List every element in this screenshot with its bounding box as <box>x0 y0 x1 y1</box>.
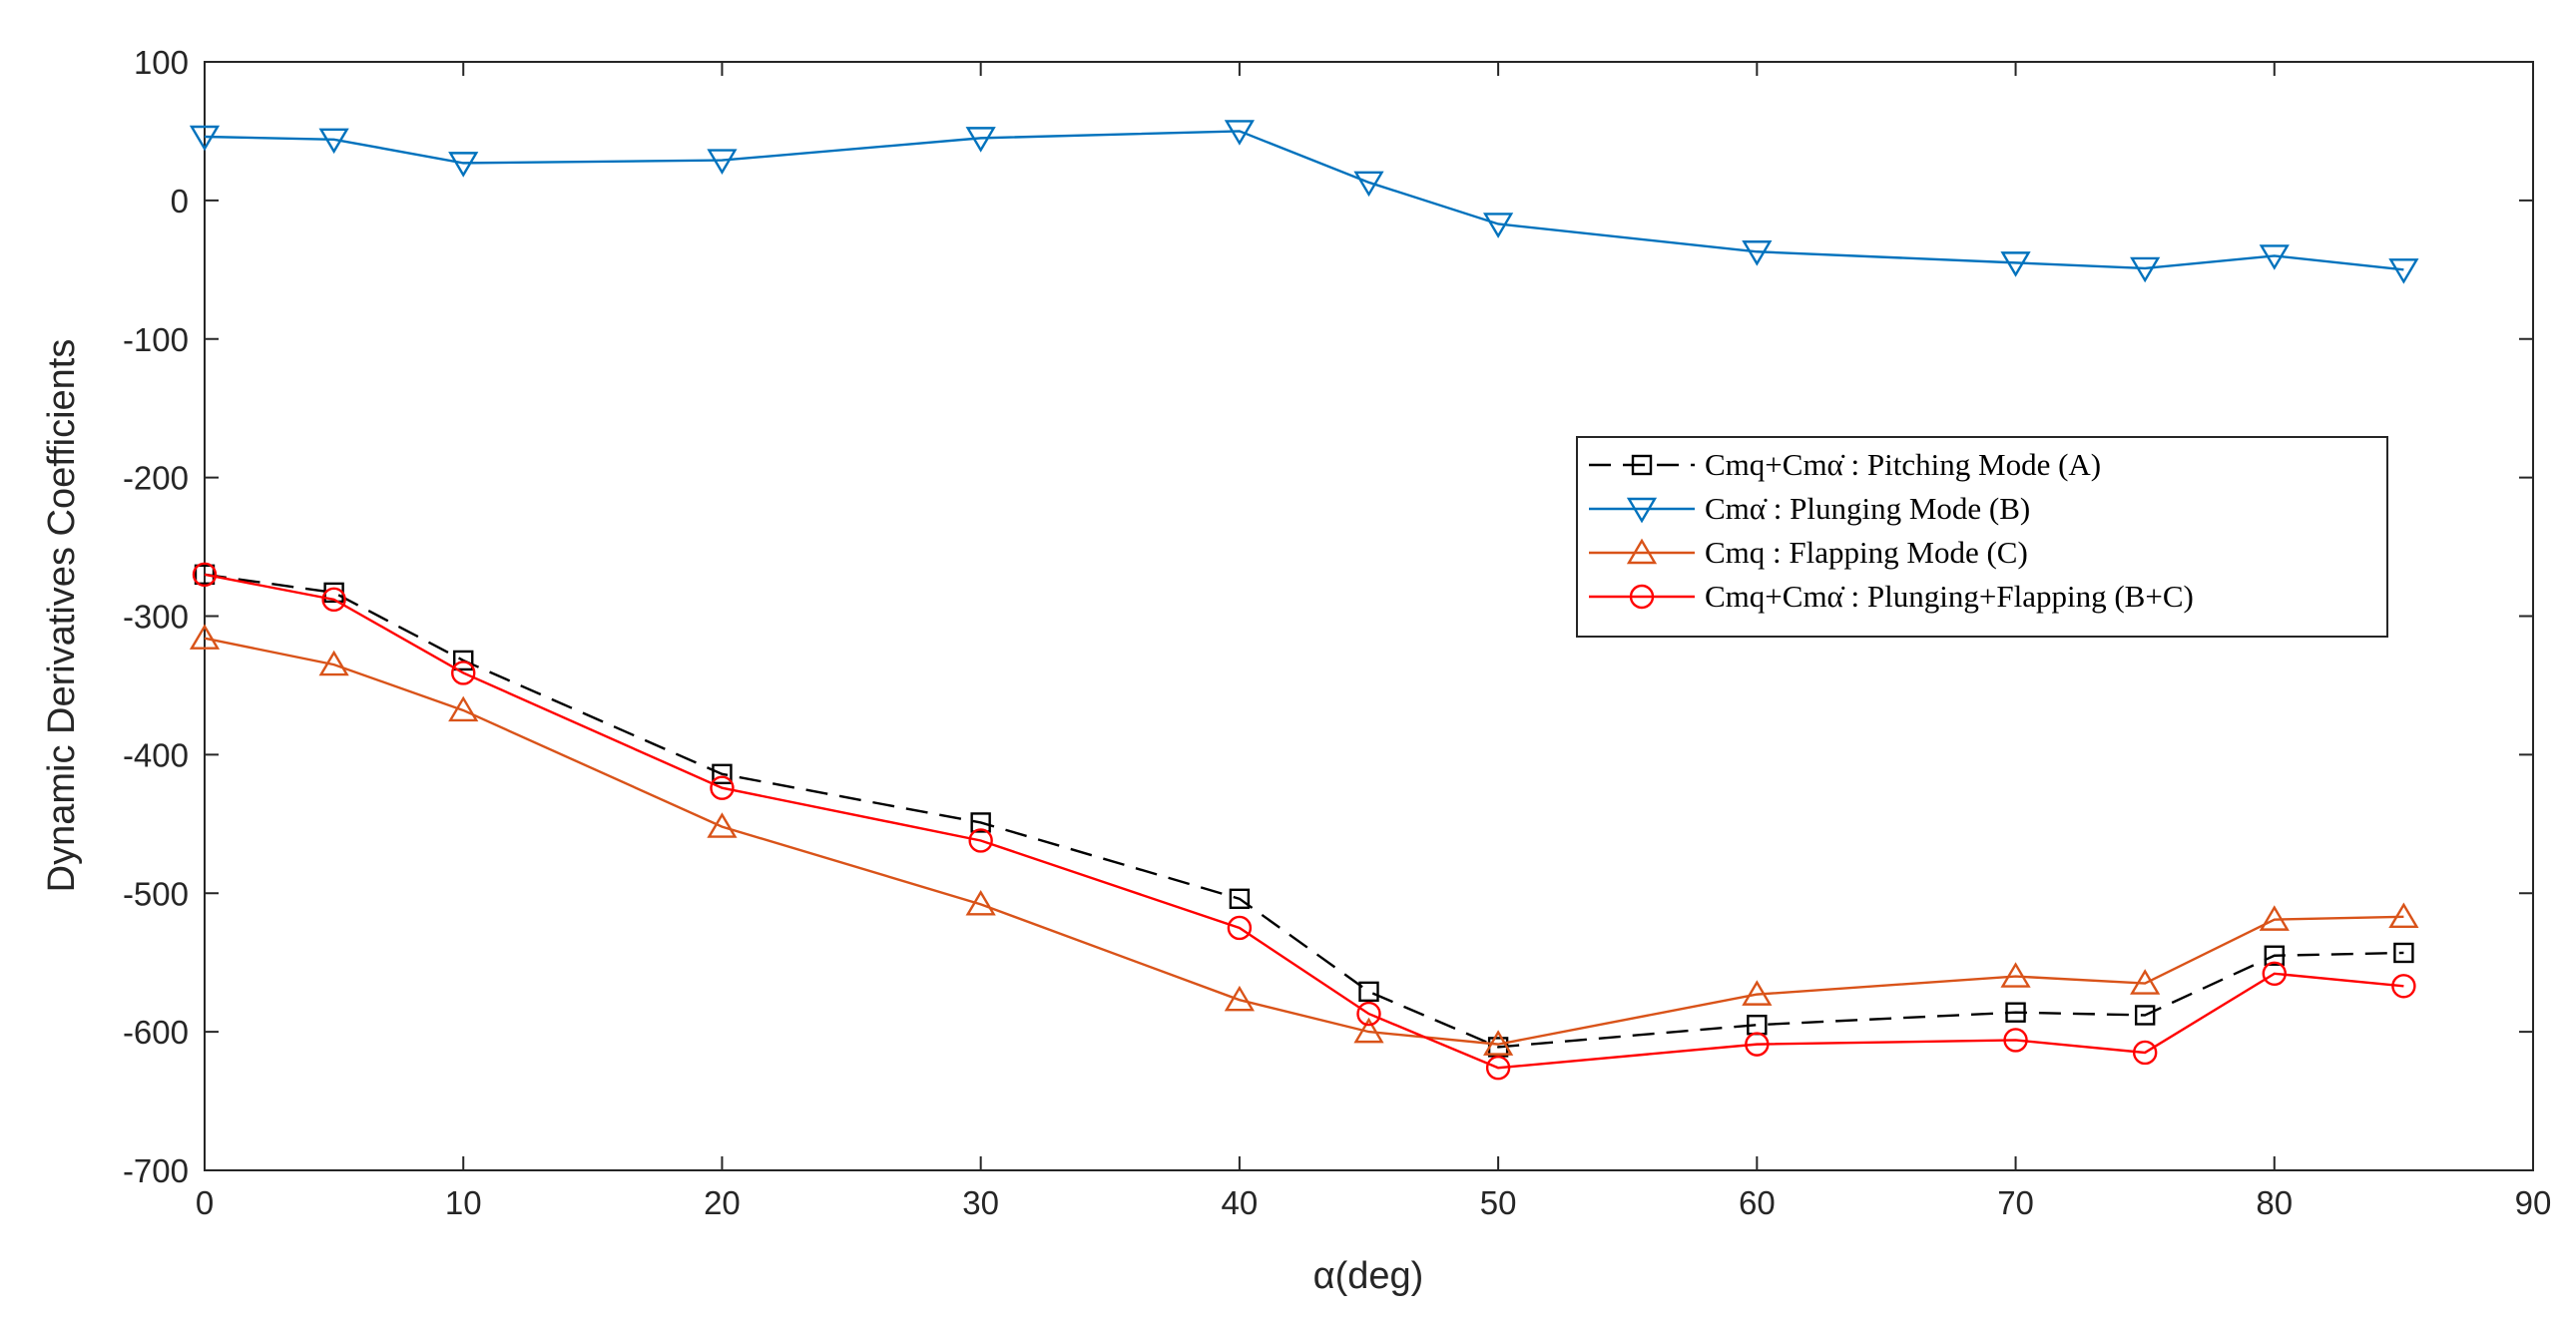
data-point <box>1353 171 1384 198</box>
data-point <box>2388 902 2419 929</box>
data-point <box>189 125 221 152</box>
data-series <box>189 120 2419 1081</box>
data-point <box>1485 1056 1511 1081</box>
data-point <box>2003 1028 2028 1053</box>
data-point <box>707 149 738 175</box>
data-point <box>1229 888 1251 910</box>
x-tick-label: 70 <box>1997 1184 2034 1221</box>
series-3 <box>189 624 2419 1056</box>
y-tick-label: 0 <box>171 183 189 220</box>
data-point <box>965 127 996 153</box>
data-point <box>1356 1001 1381 1027</box>
legend-label: Cmα̇ : Plunging Mode (B) <box>1705 491 2030 526</box>
data-point <box>2262 961 2287 986</box>
series-line <box>204 130 2404 271</box>
axis-ticks: 0 10 20 30 40 50 60 70 80 90 100 0 -100 -200 -300 -400 -… <box>123 44 2551 1221</box>
data-point <box>2264 945 2285 966</box>
legend-label: Cmq+Cmα̇ : Plunging+Flapping (B+C) <box>1705 579 2194 614</box>
data-point <box>318 650 349 676</box>
legend-marker <box>1626 497 1658 524</box>
data-point <box>1353 1017 1384 1044</box>
data-point <box>2000 251 2031 277</box>
legend-label: Cmq : Flapping Mode (C) <box>1705 535 2028 570</box>
data-point <box>453 650 474 671</box>
legend-entry: Cmq : Flapping Mode (C) <box>1589 535 2028 570</box>
data-point <box>2134 1005 2156 1026</box>
data-point <box>1745 1032 1770 1057</box>
y-tick-label: -600 <box>123 1014 189 1051</box>
data-point <box>448 152 479 178</box>
x-tick-label: 90 <box>2515 1184 2552 1221</box>
series-4 <box>192 562 2416 1081</box>
y-tick-label: -300 <box>123 599 189 636</box>
x-axis-label: α(deg) <box>1313 1255 1424 1297</box>
legend: Cmq+Cmα̇ : Pitching Mode (A) Cmα̇ : Plung… <box>1576 436 2388 638</box>
legend-entries: Cmq+Cmα̇ : Pitching Mode (A) Cmα̇ : Plung… <box>1589 447 2194 614</box>
data-point <box>1224 120 1255 146</box>
data-point <box>970 812 991 833</box>
data-point <box>189 624 221 650</box>
data-point <box>1742 240 1773 266</box>
y-tick-label: -100 <box>123 321 189 358</box>
data-point <box>2130 256 2161 283</box>
y-tick-label: -200 <box>123 460 189 497</box>
x-tick-label: 80 <box>2256 1184 2293 1221</box>
legend-entry: Cmq+Cmα̇ : Plunging+Flapping (B+C) <box>1589 579 2194 614</box>
x-tick-label: 60 <box>1739 1184 1776 1221</box>
data-point <box>968 828 993 853</box>
data-point <box>1483 1030 1514 1056</box>
legend-entry: Cmα̇ : Plunging Mode (B) <box>1589 491 2030 526</box>
data-point <box>1483 213 1514 238</box>
legend-label: Cmq+Cmα̇ : Pitching Mode (A) <box>1705 447 2101 482</box>
series-2 <box>189 120 2419 284</box>
x-tick-label: 0 <box>196 1184 214 1221</box>
series-1 <box>194 564 2414 1058</box>
series-line <box>204 637 2404 1046</box>
y-tick-label: -500 <box>123 875 189 912</box>
data-point <box>1224 985 1255 1012</box>
legend-marker <box>1631 454 1653 476</box>
data-point <box>965 890 996 916</box>
y-tick-label: 100 <box>134 44 189 81</box>
data-point <box>194 564 216 586</box>
data-point <box>2259 244 2290 270</box>
legend-marker <box>1629 584 1655 610</box>
y-tick-label: -700 <box>123 1152 189 1189</box>
data-point <box>2388 258 2419 284</box>
data-point <box>2130 969 2161 995</box>
series-line <box>204 573 2404 1049</box>
data-point <box>192 562 218 588</box>
data-point <box>1227 915 1253 941</box>
data-point <box>2005 1002 2026 1023</box>
data-point <box>712 763 733 785</box>
legend-box <box>1576 436 2388 638</box>
x-tick-label: 50 <box>1480 1184 1517 1221</box>
data-point <box>1742 980 1773 1006</box>
data-point <box>2393 942 2414 964</box>
data-point <box>321 587 346 613</box>
x-tick-label: 10 <box>445 1184 482 1221</box>
y-tick-label: -400 <box>123 736 189 773</box>
series-line <box>204 573 2404 1070</box>
data-point <box>451 661 476 685</box>
data-point <box>2391 974 2416 999</box>
data-point <box>318 128 349 155</box>
data-point <box>2259 905 2290 931</box>
data-point <box>707 812 738 838</box>
x-tick-label: 40 <box>1222 1184 1259 1221</box>
data-point <box>1358 981 1379 1003</box>
data-point <box>448 695 479 722</box>
y-axis-label: Dynamic Derivatives Coefficients <box>41 339 83 893</box>
data-point <box>710 775 735 800</box>
legend-entry: Cmq+Cmα̇ : Pitching Mode (A) <box>1589 447 2101 482</box>
data-point <box>2000 962 2031 988</box>
x-tick-label: 30 <box>962 1184 999 1221</box>
legend-marker <box>1626 538 1658 565</box>
x-tick-label: 20 <box>704 1184 741 1221</box>
data-point <box>2132 1040 2158 1066</box>
